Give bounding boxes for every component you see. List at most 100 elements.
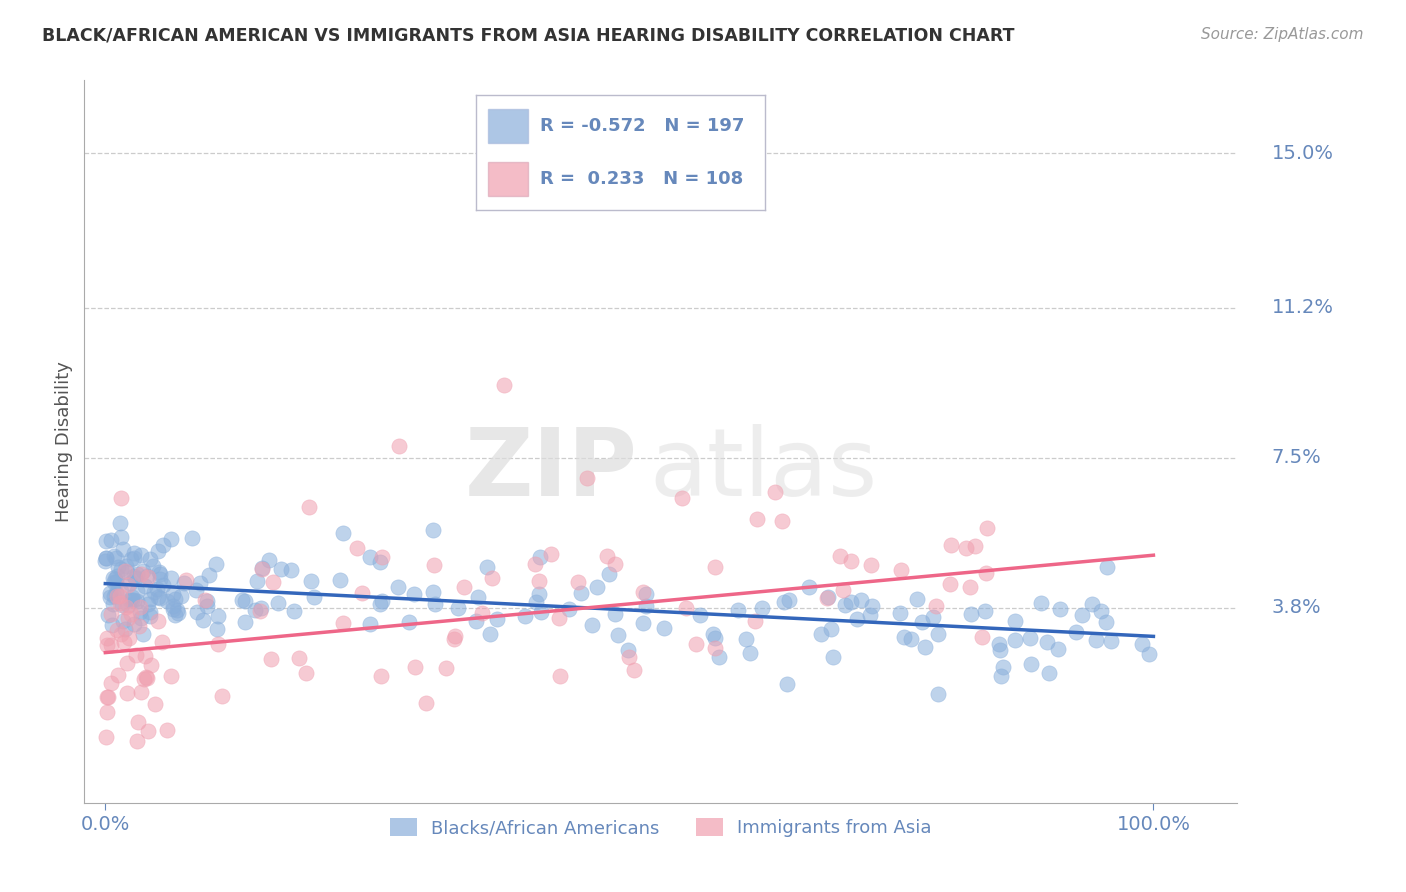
Point: [707, 650, 730, 665]
Point: [740, 646, 762, 660]
Point: [235, 615, 257, 629]
Text: atlas: atlas: [650, 425, 877, 516]
Point: [104, 574, 127, 589]
Point: [139, 592, 162, 607]
Point: [402, 586, 425, 600]
Point: [163, 608, 186, 623]
Point: [477, 560, 499, 574]
Text: 7.5%: 7.5%: [1272, 449, 1322, 467]
Point: [136, 723, 159, 738]
Point: [195, 599, 218, 613]
Point: [121, 593, 143, 607]
Point: [166, 603, 188, 617]
Point: [702, 627, 724, 641]
Point: [108, 516, 131, 530]
Point: [117, 578, 139, 592]
Point: [139, 605, 162, 619]
Point: [121, 591, 143, 605]
Point: [249, 604, 271, 618]
Point: [346, 541, 368, 556]
Point: [925, 599, 948, 613]
Point: [332, 526, 354, 541]
Point: [115, 656, 138, 670]
Point: [965, 539, 987, 553]
Point: [960, 607, 983, 622]
Point: [207, 608, 229, 623]
Point: [129, 566, 152, 581]
Point: [250, 561, 273, 575]
Point: [974, 566, 997, 580]
Point: [148, 614, 170, 628]
Point: [778, 592, 800, 607]
Point: [567, 574, 589, 589]
Point: [527, 574, 550, 588]
Point: [287, 651, 309, 665]
Point: [233, 594, 256, 608]
Point: [132, 672, 155, 686]
Point: [839, 553, 862, 567]
Point: [987, 637, 1010, 651]
Point: [1038, 665, 1060, 680]
Point: [107, 624, 129, 638]
Point: [603, 607, 626, 621]
Point: [246, 574, 269, 589]
Point: [197, 568, 219, 582]
Point: [370, 555, 392, 569]
Point: [921, 610, 943, 624]
Point: [184, 582, 207, 597]
Point: [103, 574, 125, 589]
Point: [96, 550, 118, 565]
Point: [1004, 632, 1026, 647]
Point: [110, 530, 132, 544]
Point: [734, 632, 756, 647]
Point: [129, 548, 152, 562]
Point: [115, 599, 138, 614]
Point: [146, 590, 169, 604]
Point: [1081, 597, 1104, 611]
Point: [914, 640, 936, 654]
Point: [703, 632, 725, 646]
Point: [173, 576, 195, 591]
Point: [675, 600, 697, 615]
Point: [107, 668, 129, 682]
Point: [136, 672, 159, 686]
Point: [524, 594, 547, 608]
Point: [634, 599, 657, 613]
Point: [160, 571, 183, 585]
Point: [170, 590, 193, 604]
Point: [250, 601, 273, 615]
Point: [529, 587, 551, 601]
Point: [776, 677, 799, 691]
Point: [100, 607, 122, 621]
Point: [111, 614, 134, 628]
Point: [404, 660, 426, 674]
Point: [955, 541, 977, 555]
Point: [569, 586, 592, 600]
Point: [619, 649, 641, 664]
Point: [515, 609, 537, 624]
Point: [849, 593, 872, 607]
Point: [911, 615, 934, 629]
Text: BLACK/AFRICAN AMERICAN VS IMMIGRANTS FROM ASIA HEARING DISABILITY CORRELATION CH: BLACK/AFRICAN AMERICAN VS IMMIGRANTS FRO…: [42, 27, 1015, 45]
Point: [96, 690, 118, 704]
Point: [138, 552, 160, 566]
Point: [820, 622, 842, 636]
Point: [1035, 635, 1057, 649]
Point: [180, 531, 202, 545]
Point: [105, 589, 128, 603]
Point: [108, 596, 131, 610]
Point: [453, 580, 475, 594]
Point: [122, 593, 145, 607]
Y-axis label: Hearing Disability: Hearing Disability: [55, 361, 73, 522]
Point: [763, 485, 786, 500]
Point: [127, 714, 149, 729]
Point: [128, 619, 150, 633]
Point: [422, 523, 444, 537]
Point: [634, 587, 657, 601]
Point: [112, 541, 135, 556]
Point: [101, 571, 124, 585]
Point: [617, 643, 640, 657]
Point: [148, 544, 170, 558]
Point: [329, 573, 352, 587]
Point: [834, 598, 856, 612]
